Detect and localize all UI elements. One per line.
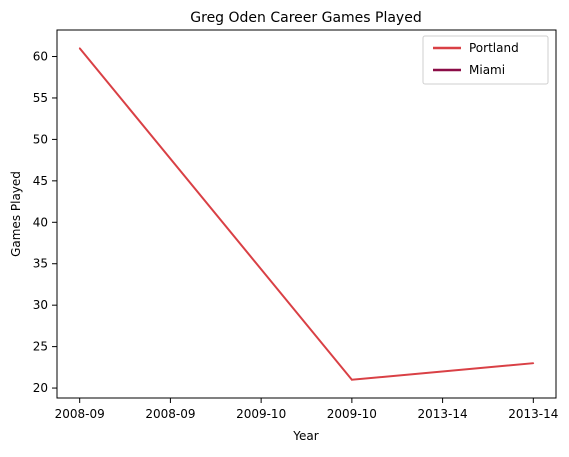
- y-tick-label: 60: [33, 50, 48, 64]
- x-axis-label: Year: [292, 429, 318, 443]
- x-tick-label: 2008-09: [145, 407, 195, 421]
- y-tick-label: 45: [33, 174, 48, 188]
- y-tick-label: 50: [33, 132, 48, 146]
- series-line-portland: [78, 47, 534, 381]
- y-tick-label: 40: [33, 215, 48, 229]
- y-tick-label: 20: [33, 381, 48, 395]
- x-tick-label: 2013-14: [418, 407, 468, 421]
- y-tick-label: 25: [33, 340, 48, 354]
- data-point-portland-1: [351, 378, 353, 381]
- data-point-portland-2: [532, 362, 535, 364]
- x-tick-label: 2013-14: [508, 407, 558, 421]
- data-point-portland-0: [78, 47, 81, 50]
- y-tick-label: 55: [33, 91, 48, 105]
- y-tick-label: 30: [33, 298, 48, 312]
- series-group: [78, 47, 535, 381]
- x-tick-label: 2009-10: [327, 407, 377, 421]
- plot-area: [56, 29, 557, 399]
- y-tick-label: 35: [33, 257, 48, 271]
- x-tick-label: 2009-10: [236, 407, 286, 421]
- x-axis: 2008-09 2008-09 2009-10 2009-10 2013-14 2013-…: [55, 398, 558, 421]
- y-axis: 20 25 30 35 40 45 50 55 60: [33, 50, 57, 395]
- legend: Portland Miami: [422, 35, 549, 85]
- legend-label-portland: Portland: [469, 41, 519, 55]
- legend-label-miami: Miami: [469, 63, 505, 77]
- y-axis-label: Games Played: [9, 171, 23, 257]
- x-tick-label: 2008-09: [55, 407, 105, 421]
- chart-title: Greg Oden Career Games Played: [190, 10, 421, 26]
